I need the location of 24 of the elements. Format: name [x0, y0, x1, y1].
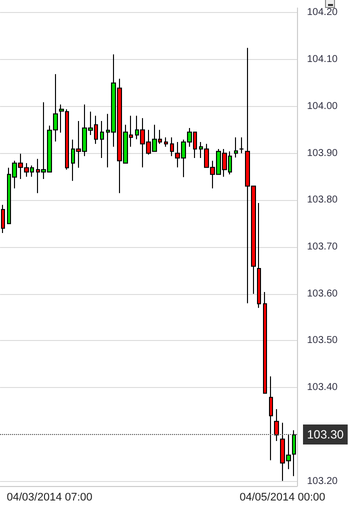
candlestick — [239, 136, 244, 154]
x-tick-label: 04/03/2014 07:00 — [6, 492, 92, 504]
ref-line-label: 103.30 — [307, 427, 344, 442]
y-tick-label: 103.70 — [307, 242, 338, 252]
candlestick — [234, 136, 238, 158]
candlestick — [274, 408, 279, 442]
candlestick — [292, 430, 296, 477]
y-tick-label: 103.40 — [307, 382, 338, 394]
candlestick — [257, 202, 261, 308]
y-tick-label: 103.90 — [307, 148, 338, 159]
y-tick-label: 104.10 — [307, 54, 338, 66]
x-tick-label: 04/05/2014 00:00 — [240, 492, 326, 504]
candlestick — [1, 204, 5, 234]
candlestick — [100, 120, 104, 158]
y-tick-label: 103.20 — [307, 476, 338, 487]
candlestick — [164, 136, 168, 148]
candlestick — [263, 291, 267, 394]
y-tick-label: 103.80 — [307, 194, 338, 206]
candlestick — [269, 376, 273, 461]
y-tick-label: 103.50 — [307, 335, 338, 346]
y-tick-label: 103.60 — [307, 288, 338, 300]
y-tick-label: 104.00 — [307, 100, 338, 112]
candlestick — [170, 136, 174, 157]
y-tick-label: 104.20 — [307, 7, 338, 18]
